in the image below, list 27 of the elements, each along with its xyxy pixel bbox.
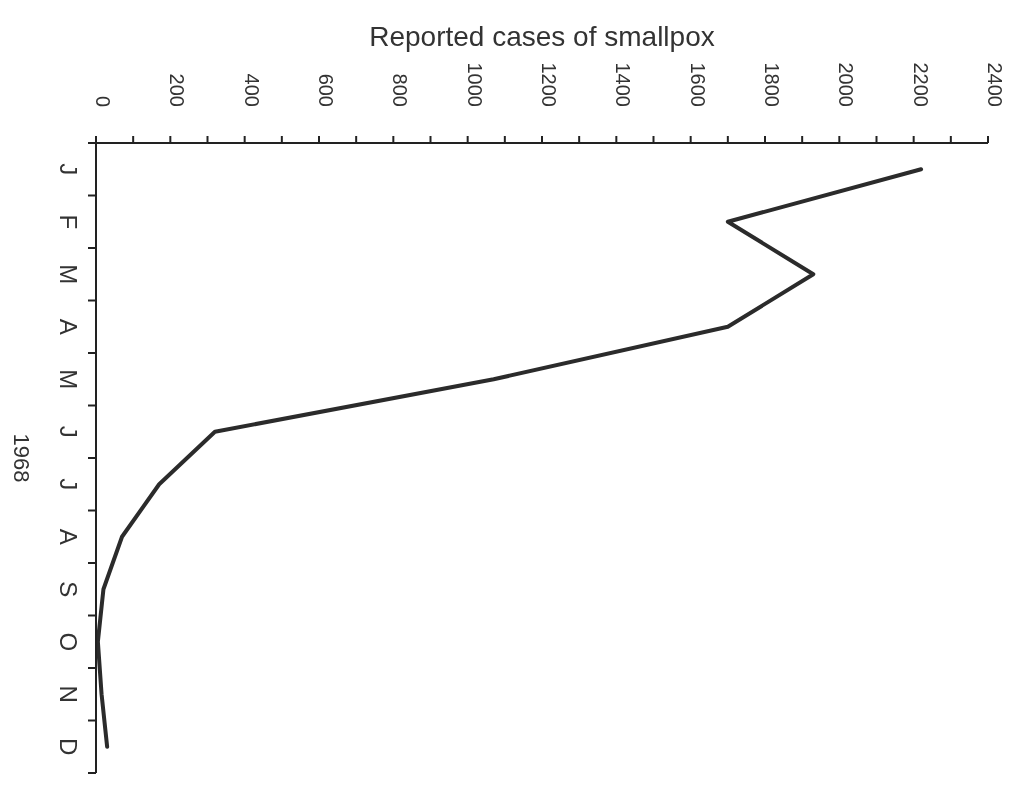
x-tick-label: 2400 (984, 62, 1006, 107)
y-tick-label: J (54, 425, 82, 438)
y-tick-label: F (54, 214, 82, 230)
x-tick-label: 0 (92, 95, 114, 107)
x-tick-label: 600 (315, 73, 337, 107)
x-tick-label: 1200 (538, 62, 560, 107)
x-tick-label: 1800 (761, 62, 783, 107)
y-tick-label: N (54, 685, 82, 703)
x-tick-label: 2200 (909, 62, 932, 107)
y-tick-label: A (54, 528, 82, 545)
x-tick-label: 400 (240, 73, 263, 107)
y-tick-label: S (54, 581, 82, 598)
y-tick-label: J (54, 478, 82, 491)
y-tick-label: A (54, 318, 82, 335)
x-tick-label: 1600 (686, 62, 709, 107)
x-tick-label: 1000 (463, 62, 486, 107)
x-axis-title: Reported cases of smallpox (368, 20, 716, 54)
y-tick-label: D (54, 738, 82, 756)
y-tick-label: J (54, 163, 82, 176)
y-tick-label: O (54, 632, 82, 652)
y-axis-title: 1968 (9, 433, 34, 483)
x-tick-label: 2000 (835, 62, 858, 107)
x-tick-label: 800 (389, 73, 412, 107)
x-tick-label: 200 (166, 73, 189, 107)
y-tick-label: M (54, 264, 82, 285)
x-tick-label: 1400 (612, 62, 635, 107)
y-tick-label: M (54, 369, 82, 390)
